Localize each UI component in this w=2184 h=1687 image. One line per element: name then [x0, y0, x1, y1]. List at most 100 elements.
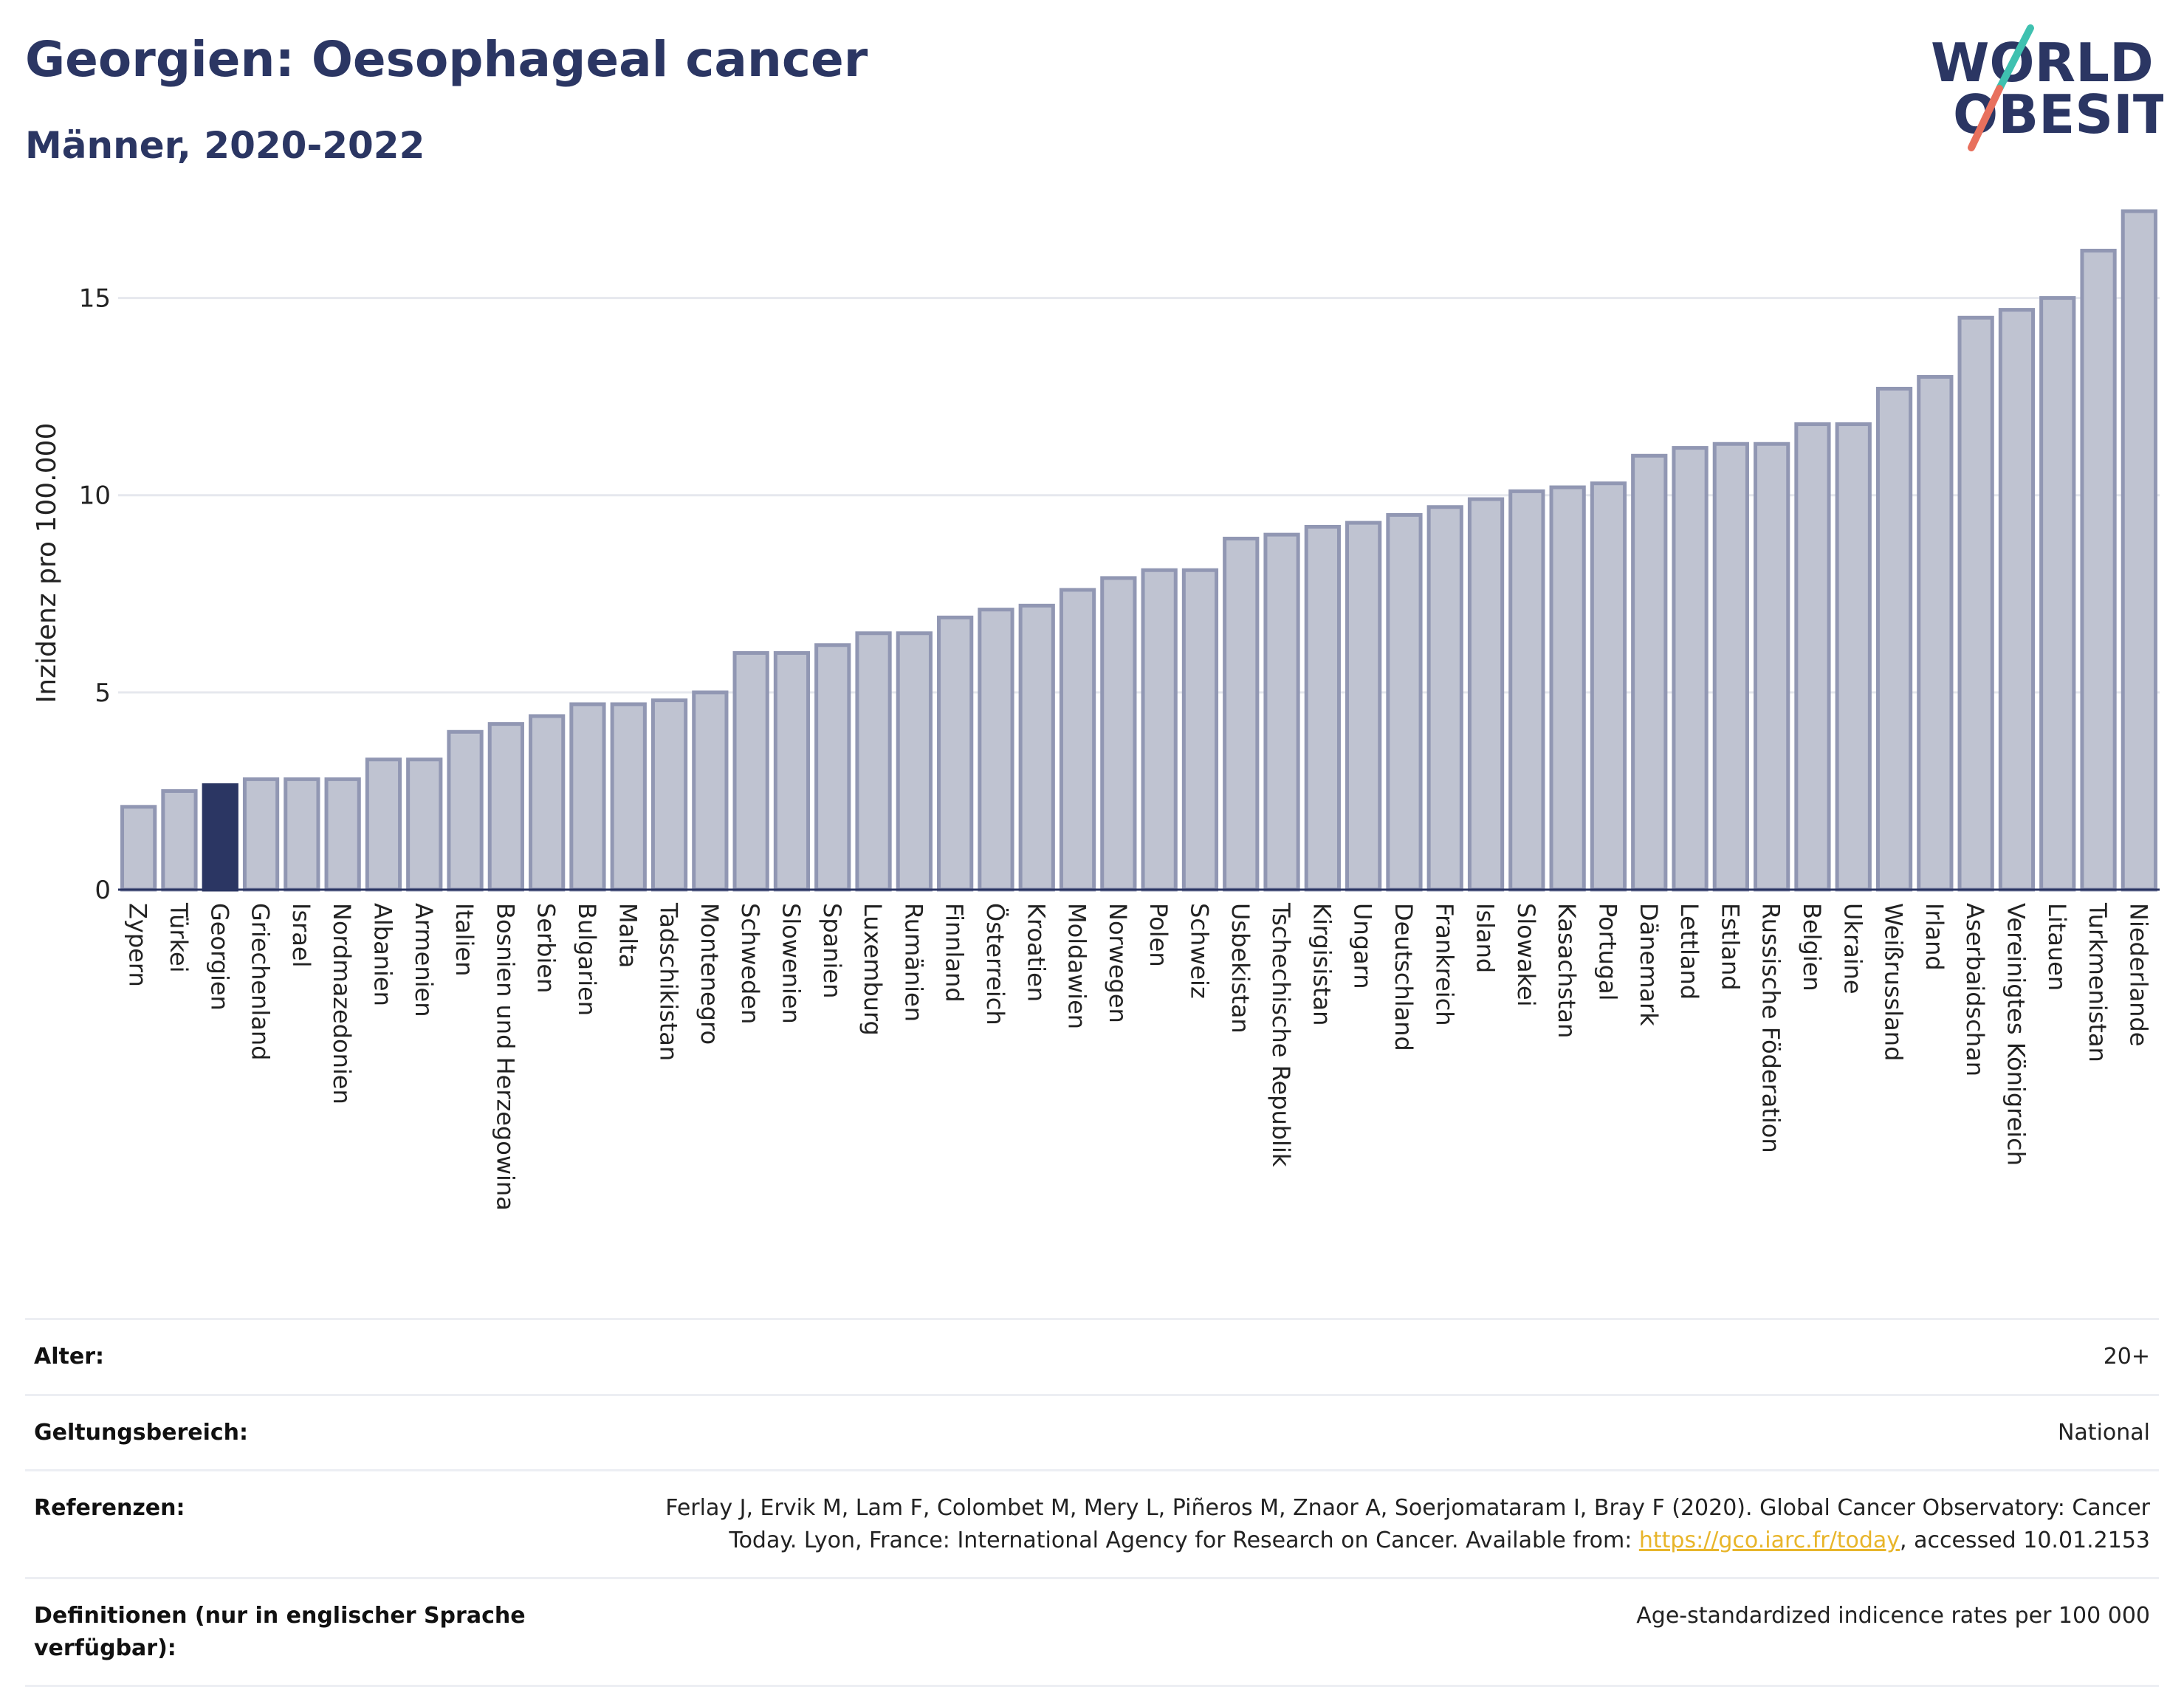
x-tick-label: Deutschland: [1390, 903, 1418, 1051]
bar: [732, 650, 769, 892]
x-tick-label: Weißrussland: [1880, 903, 1908, 1061]
bar: [569, 702, 606, 892]
bar: [1754, 441, 1790, 892]
x-tick-label: Malta: [614, 903, 642, 968]
world-obesity-logo: WORLD OBESITY: [1931, 24, 2163, 151]
bar: [529, 714, 566, 892]
bar: [978, 608, 1014, 892]
bar: [1100, 576, 1137, 892]
x-tick-label: Rumänien: [899, 903, 927, 1022]
bar: [1304, 524, 1341, 892]
x-tick-label: Vereinigtes Königreich: [2002, 903, 2030, 1166]
meta-row-scope: Geltungsbereich: National: [25, 1393, 2159, 1470]
bar: [1059, 588, 1096, 892]
meta-label-definitions: Definitionen (nur in englischer Sprache …: [34, 1603, 526, 1661]
x-tick-label: Norwegen: [1104, 903, 1132, 1023]
metadata-table: Alter: 20+ Geltungsbereich: National Ref…: [25, 1318, 2159, 1687]
bar: [1794, 422, 1831, 892]
reference-text: Ferlay J, Ervik M, Lam F, Colombet M, Me…: [665, 1495, 2150, 1553]
x-tick-label: Kroatien: [1022, 903, 1050, 1002]
bar: [692, 690, 729, 892]
bar-chart: 0 5 10 15 Zypern Türkei Georgien Griechenland I…: [32, 209, 2160, 1211]
x-tick-label: Usbekistan: [1226, 903, 1254, 1034]
bar: [1875, 386, 1913, 892]
meta-label-age: Alter:: [34, 1344, 104, 1370]
x-tick-label: Slowakei: [1512, 903, 1540, 1007]
bar: [202, 783, 238, 892]
x-tick-label: Bulgarien: [573, 903, 601, 1016]
x-tick-label: Israel: [287, 903, 315, 967]
bar: [1957, 315, 1994, 892]
x-tick-label: Armenien: [410, 903, 438, 1017]
bar: [1549, 485, 1586, 892]
bar: [1998, 308, 2036, 892]
x-tick-label: Türkei: [165, 902, 193, 973]
x-tick-label: Kasachstan: [1553, 903, 1581, 1038]
x-tick-label: Tschechische Republik: [1267, 902, 1295, 1167]
x-tick-label: Polen: [1144, 903, 1172, 967]
meta-row-age: Alter: 20+: [25, 1318, 2159, 1394]
bar: [1835, 422, 1872, 892]
x-tick-label: Litauen: [2043, 903, 2071, 991]
x-tick-label: Italien: [450, 903, 478, 976]
x-tick-label: Moldawien: [1063, 903, 1091, 1029]
y-tick-label: 0: [95, 876, 111, 905]
x-tick-label: Irland: [1920, 903, 1948, 971]
x-tick-label: Slowenien: [777, 903, 805, 1024]
x-tick-label: Kirgisistan: [1308, 903, 1336, 1025]
x-tick-label: Albanien: [368, 903, 396, 1006]
bar: [1223, 536, 1260, 892]
meta-value-scope: National: [2057, 1419, 2150, 1446]
logo-slash-teal: [1996, 24, 2034, 92]
bar: [855, 631, 892, 892]
x-tick-label: Spanien: [818, 903, 846, 998]
bar: [610, 702, 647, 892]
x-tick-label: Ukraine: [1838, 903, 1867, 994]
x-tick-label: Portugal: [1593, 903, 1621, 1001]
logo-slash-coral: [1968, 85, 2003, 151]
x-tick-label: Finnland: [941, 903, 969, 1003]
x-tick-label: Dänemark: [1635, 903, 1663, 1026]
bar: [447, 729, 484, 892]
bar: [365, 757, 402, 892]
bar: [1263, 532, 1300, 892]
meta-value-definitions: Age-standardized indicence rates per 100…: [1636, 1603, 2150, 1629]
page-subtitle: Männer, 2020-2022: [25, 124, 425, 167]
x-tick-label: Tadschikistan: [655, 902, 683, 1061]
meta-row-references: Referenzen: Ferlay J, Ervik M, Lam F, Co…: [25, 1469, 2159, 1577]
bar: [1631, 453, 1668, 892]
meta-label-references: Referenzen:: [34, 1495, 185, 1521]
x-axis-labels: Zypern Türkei Georgien Griechenland Israel No…: [124, 902, 2153, 1211]
x-tick-label: Schweden: [736, 903, 764, 1024]
bar: [242, 777, 280, 892]
bar: [161, 788, 198, 892]
meta-row-definitions: Definitionen (nur in englischer Sprache …: [25, 1577, 2159, 1687]
y-axis-ticks: 0 5 10 15: [79, 284, 111, 905]
bar: [814, 643, 851, 892]
logo-line1: WORLD: [1931, 32, 2154, 94]
bar: [120, 805, 157, 892]
bar: [1018, 603, 1055, 892]
bar: [896, 631, 933, 892]
x-tick-label: Frankreich: [1430, 903, 1458, 1026]
x-tick-label: Belgien: [1798, 903, 1826, 992]
meta-label-scope: Geltungsbereich:: [34, 1419, 249, 1446]
x-tick-label: Luxemburg: [859, 903, 887, 1036]
bar: [1181, 568, 1219, 892]
y-tick-label: 10: [79, 481, 111, 511]
x-tick-label: Russische Föderation: [1757, 903, 1785, 1153]
bar: [1508, 489, 1545, 892]
bar: [773, 650, 811, 892]
y-tick-label: 5: [95, 678, 111, 708]
bar: [1426, 505, 1463, 892]
bar: [1141, 568, 1178, 892]
meta-value-age: 20+: [2103, 1344, 2150, 1370]
page-title: Georgien: Oesophageal cancer: [25, 31, 868, 88]
bar: [1467, 497, 1505, 892]
reference-link[interactable]: https://gco.iarc.fr/today: [1638, 1527, 1900, 1553]
x-tick-label: Bosnien und Herzegowina: [491, 903, 519, 1211]
x-tick-label: Ungarn: [1349, 903, 1377, 989]
bar: [2080, 248, 2117, 892]
bar: [1672, 446, 1709, 892]
y-tick-label: 15: [79, 284, 111, 314]
